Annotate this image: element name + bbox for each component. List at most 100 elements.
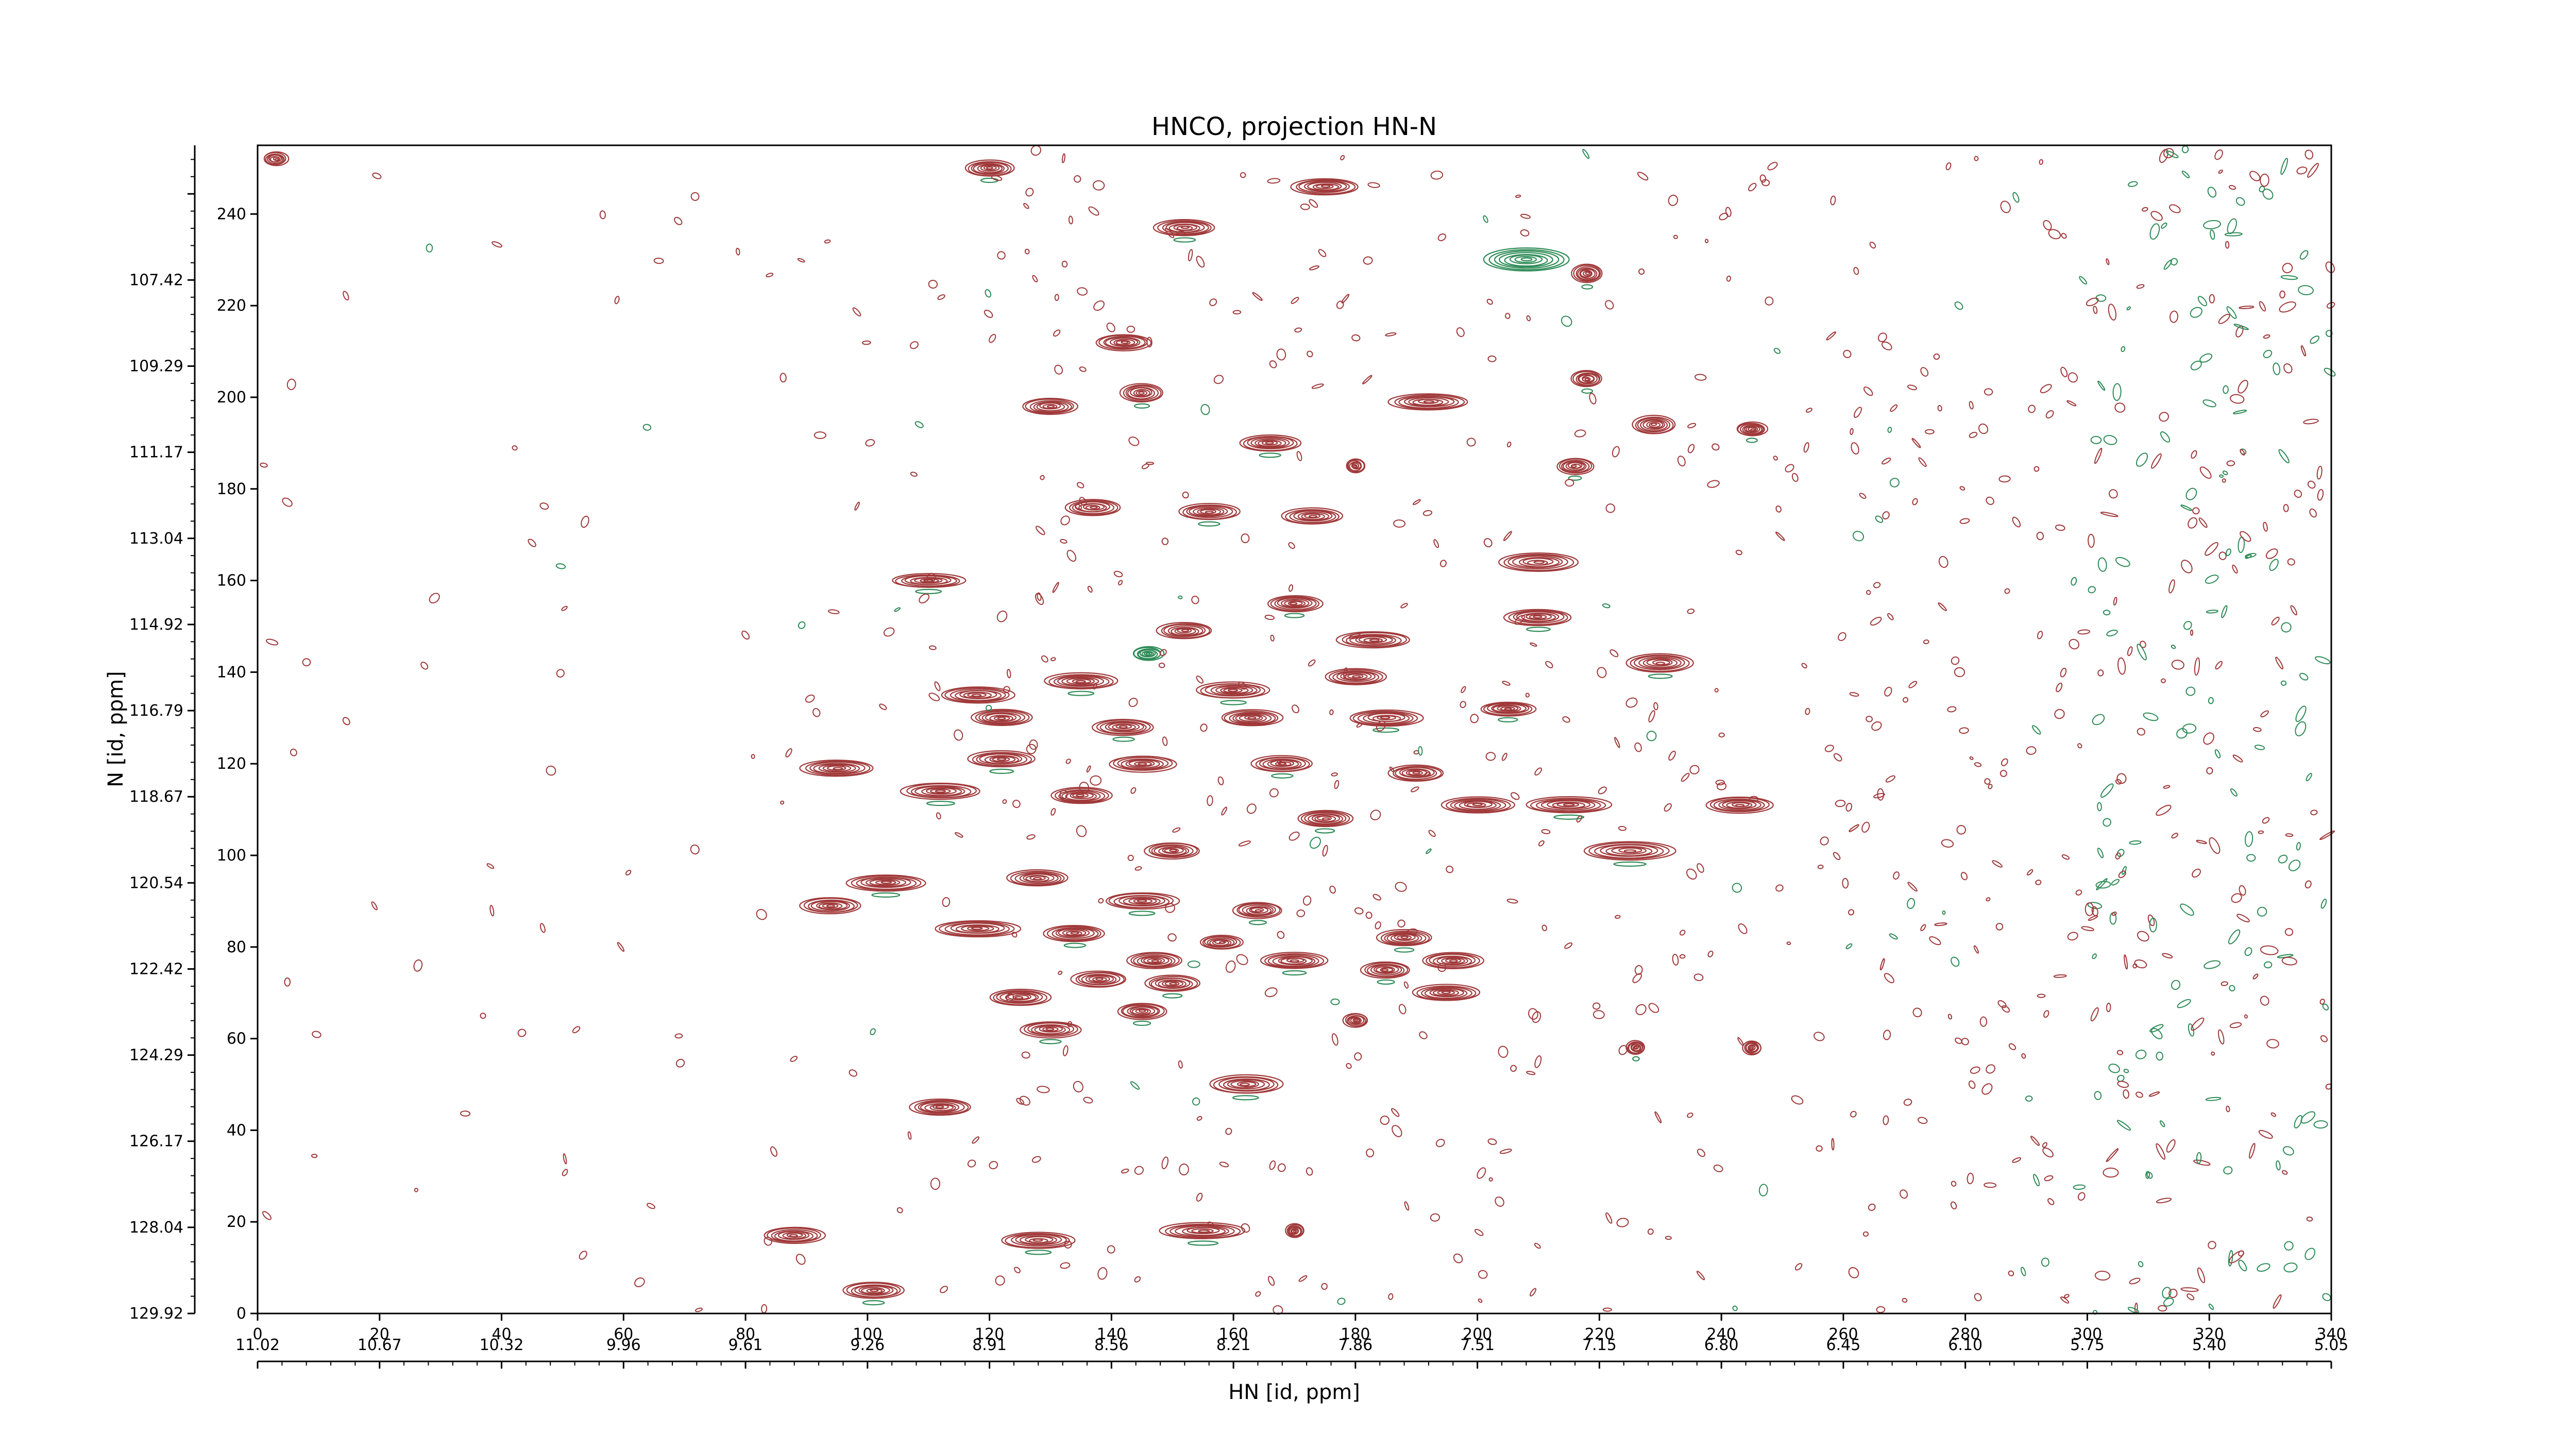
noise-contour — [2257, 906, 2267, 917]
noise-contour — [1925, 429, 1935, 434]
noise-contour — [967, 1159, 976, 1168]
y-ppm-tick-label: 120.54 — [129, 874, 183, 892]
noise-contour — [2077, 1192, 2086, 1201]
noise-contour — [2296, 166, 2308, 175]
noise-contour — [555, 563, 566, 569]
noise-contour — [2294, 490, 2302, 498]
noise-contour — [1346, 1063, 1352, 1069]
noise-contour — [779, 373, 787, 383]
x-ppm-tick-label: 6.10 — [1948, 1336, 1982, 1354]
noise-contour — [2132, 963, 2138, 969]
noise-contour — [1961, 1038, 1969, 1046]
noise-contour — [2304, 880, 2312, 889]
noise-contour — [2228, 1250, 2244, 1263]
noise-contour — [2206, 610, 2218, 614]
contour-peak — [900, 782, 980, 806]
y-tick-label: 100 — [217, 847, 246, 865]
contour-peak — [1250, 755, 1313, 779]
noise-contour — [2279, 301, 2296, 313]
noise-contour — [2300, 1111, 2316, 1124]
noise-contour — [2211, 1051, 2215, 1056]
noise-contour — [1130, 1081, 1140, 1090]
contour-peak — [1001, 1232, 1076, 1255]
noise-contour — [896, 1207, 903, 1214]
noise-contour — [919, 593, 930, 604]
noise-contour — [1485, 752, 1496, 761]
x-tick-label: 180 — [1341, 1325, 1370, 1343]
noise-contour — [1530, 1288, 1537, 1296]
noise-contour — [1267, 178, 1281, 184]
x-ppm-tick-label: 8.91 — [972, 1336, 1007, 1354]
noise-contour — [2100, 512, 2119, 517]
x-tick-label: 0 — [252, 1325, 262, 1343]
noise-contour — [1031, 1156, 1041, 1163]
x-tick-label: 100 — [853, 1325, 882, 1343]
contour-peak — [1221, 709, 1284, 727]
noise-contour — [2025, 1096, 2033, 1102]
noise-contour — [1602, 603, 1611, 609]
y-axis-index: 0 20 40 60 80 100 120 140 160 180 200 220 240 — [217, 205, 258, 1323]
noise-contour — [2111, 879, 2120, 886]
x-tick-label: 220 — [1585, 1325, 1614, 1343]
noise-contour — [1340, 155, 1345, 161]
noise-contour — [599, 210, 606, 220]
noise-contour — [1121, 1168, 1129, 1174]
contour-peak — [1387, 393, 1468, 411]
noise-contour — [1889, 933, 1898, 940]
noise-contour — [1761, 179, 1770, 187]
noise-contour — [2162, 1287, 2172, 1299]
noise-contour — [1871, 721, 1882, 731]
noise-contour — [1609, 649, 1619, 658]
noise-contour — [2209, 837, 2221, 854]
noise-contour — [2088, 586, 2096, 594]
noise-contour — [1843, 349, 1852, 358]
y-tick-label: 40 — [227, 1121, 246, 1139]
noise-contour — [1398, 1004, 1406, 1015]
noise-contour — [1354, 1052, 1362, 1061]
noise-contour — [2061, 854, 2070, 860]
contour-peak — [1342, 1013, 1368, 1028]
noise-contour — [1565, 479, 1574, 487]
noise-contour — [1113, 570, 1123, 578]
noise-contour — [2033, 466, 2040, 472]
noise-contour — [1775, 884, 1784, 892]
noise-contour — [2207, 187, 2217, 198]
noise-contour — [2008, 1270, 2014, 1276]
y-ppm-tick-label: 111.17 — [129, 444, 183, 462]
noise-contour — [2270, 1112, 2277, 1117]
noise-contour — [1088, 206, 1099, 216]
noise-contour — [1974, 762, 1982, 767]
noise-contour — [1954, 667, 1965, 678]
noise-contour — [2151, 1027, 2163, 1039]
noise-contour — [1196, 1116, 1202, 1121]
noise-contour — [937, 294, 945, 300]
noise-contour — [1677, 456, 1686, 467]
noise-contour — [1814, 1032, 1825, 1041]
contour-peak — [1178, 502, 1241, 527]
noise-contour — [1673, 234, 1678, 239]
noise-contour — [1054, 294, 1059, 301]
noise-contour — [934, 681, 941, 692]
noise-contour — [2258, 830, 2264, 834]
noise-contour — [1902, 697, 1909, 703]
noise-contour — [2180, 903, 2194, 916]
noise-contour — [1984, 1182, 1997, 1188]
noise-contour — [2028, 405, 2036, 413]
noise-contour — [764, 1237, 772, 1246]
noise-contour — [1236, 954, 1248, 965]
noise-contour — [1412, 499, 1421, 506]
noise-contour — [414, 1188, 418, 1192]
noise-contour — [2299, 250, 2309, 260]
noise-contour — [1530, 642, 1537, 647]
noise-contour — [2039, 159, 2044, 165]
noise-contour — [1938, 555, 1948, 568]
noise-contour — [805, 694, 815, 703]
contour-peak — [1325, 668, 1387, 685]
noise-contour — [1520, 229, 1530, 237]
noise-contour — [1907, 882, 1918, 892]
noise-contour — [1648, 710, 1655, 722]
noise-contour — [2063, 1294, 2070, 1299]
x-ppm-tick-label: 9.96 — [606, 1336, 641, 1354]
noise-contour — [1679, 930, 1686, 936]
noise-contour — [1785, 464, 1794, 473]
